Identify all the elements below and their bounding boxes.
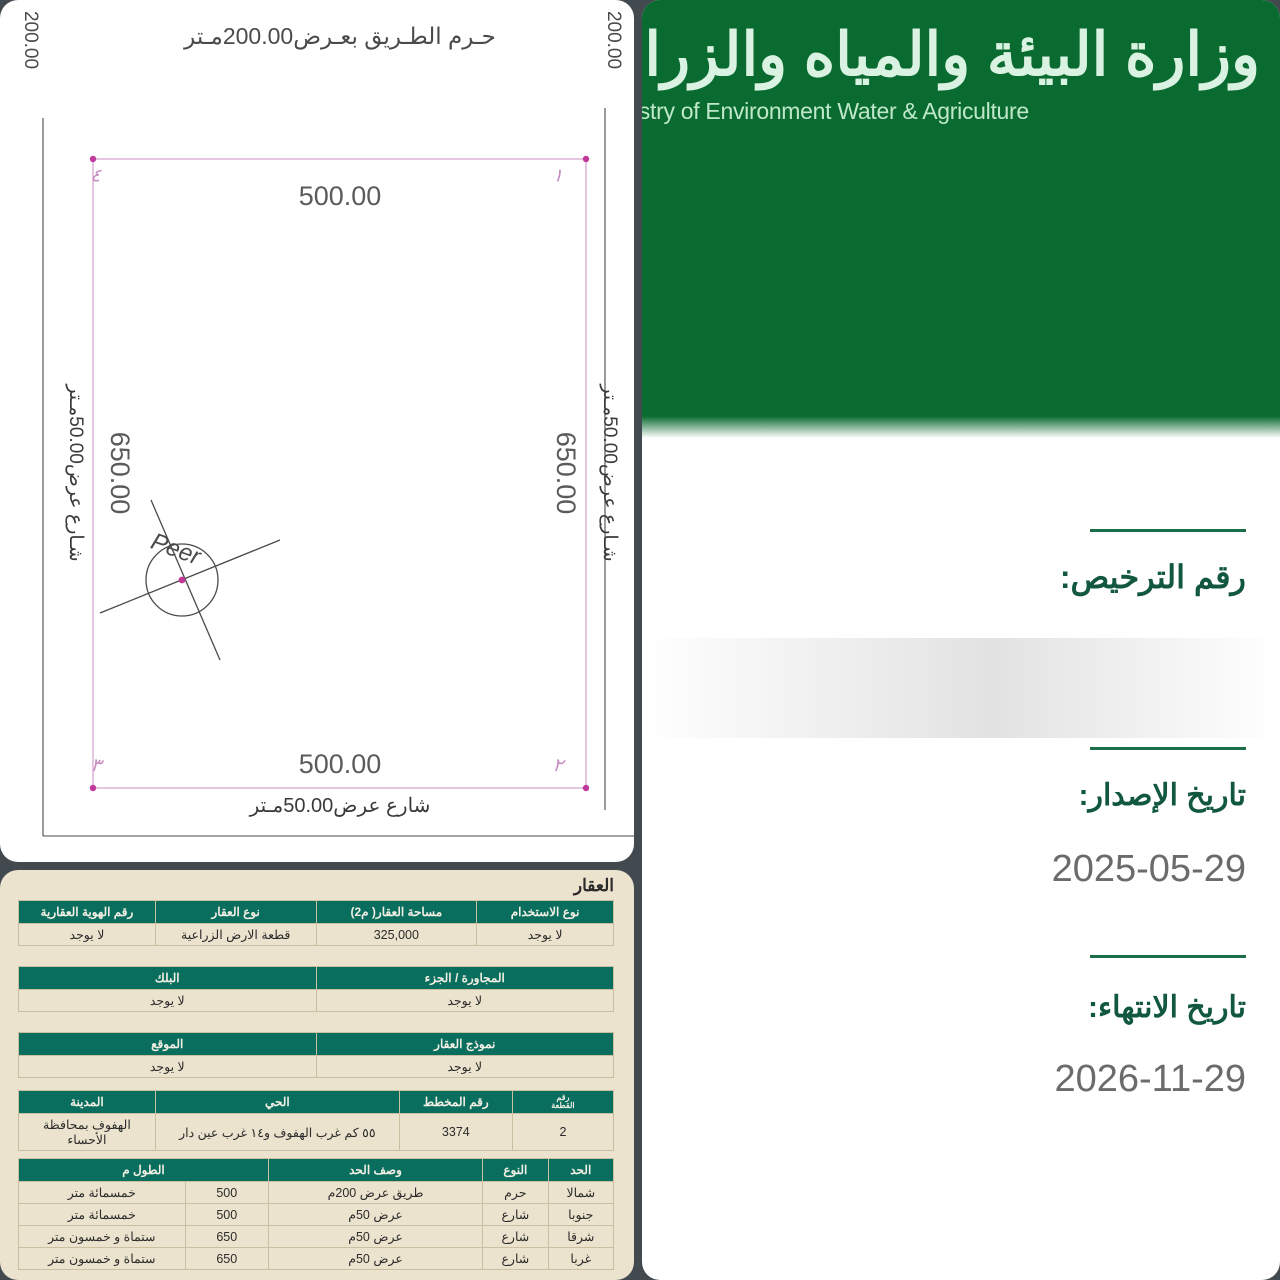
svg-text:حـرم الطـريق بعـرض200.00مـتر: حـرم الطـريق بعـرض200.00مـتر (183, 23, 496, 50)
svg-text:Peer: Peer (147, 528, 205, 571)
svg-text:200.00: 200.00 (20, 11, 41, 69)
svg-text:500.00: 500.00 (299, 749, 382, 779)
svg-text:شـارع عرض50.00مـتر: شـارع عرض50.00مـتر (65, 383, 86, 561)
svg-text:شـارع عرض50.00مـتر: شـارع عرض50.00مـتر (599, 383, 620, 561)
svg-text:٣: ٣ (89, 755, 105, 778)
svg-text:500.00: 500.00 (299, 181, 382, 211)
svg-text:شارع عرض50.00مـتر: شارع عرض50.00مـتر (249, 795, 431, 817)
svg-text:650.00: 650.00 (551, 432, 581, 515)
svg-text:١: ١ (551, 165, 564, 187)
svg-text:٤: ٤ (89, 165, 103, 187)
svg-text:650.00: 650.00 (105, 432, 135, 515)
svg-text:200.00: 200.00 (603, 11, 624, 69)
svg-text:٢: ٢ (551, 755, 567, 778)
